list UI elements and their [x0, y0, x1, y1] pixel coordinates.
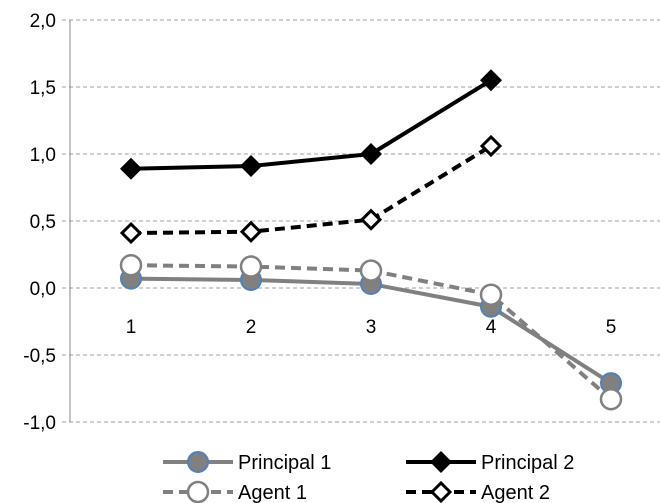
- data-point: [239, 220, 263, 243]
- x-tick-label: 5: [606, 317, 617, 338]
- data-point: [479, 283, 503, 306]
- legend-label: Agent 2: [481, 482, 550, 503]
- series-group: [119, 69, 623, 411]
- legend-label: Agent 1: [238, 482, 307, 503]
- x-tick-label: 2: [246, 317, 257, 338]
- legend: Principal 1 Principal 2 Agent 1 Agent 2: [163, 451, 574, 503]
- data-point: [430, 451, 452, 473]
- legend-item: Agent 1: [163, 480, 307, 503]
- legend-item: Agent 2: [406, 480, 550, 503]
- legend-label: Principal 2: [481, 452, 574, 474]
- series-principal-2: [120, 69, 502, 180]
- y-tick-label: 0,5: [30, 212, 56, 233]
- data-point: [360, 143, 382, 165]
- data-point: [480, 69, 502, 92]
- x-tick-label: 3: [366, 317, 377, 338]
- data-point: [479, 134, 503, 158]
- x-tick-labels: 1 2 3 4 5: [126, 317, 617, 338]
- y-tick-label: 2,0: [30, 11, 56, 32]
- data-point: [599, 387, 623, 411]
- data-point: [240, 155, 262, 178]
- data-point: [359, 208, 383, 231]
- data-point: [429, 480, 453, 503]
- legend-label: Principal 1: [238, 452, 331, 474]
- legend-item: Principal 1: [163, 451, 331, 474]
- series-agent-1: [119, 253, 623, 411]
- data-point: [119, 253, 143, 277]
- y-tick-label: 1,5: [30, 78, 56, 99]
- y-tick-label: -0,5: [23, 346, 56, 367]
- data-point: [119, 221, 143, 245]
- legend-item: Principal 2: [406, 451, 574, 474]
- series-line: [130, 144, 493, 236]
- series-agent-2: [119, 134, 503, 245]
- data-point: [239, 255, 263, 278]
- data-point: [120, 157, 142, 180]
- series-line: [130, 78, 493, 171]
- x-tick-label: 1: [126, 317, 137, 338]
- y-tick-labels: 2,0 1,5 1,0 0,5 0,0 -0,5 -1,0: [23, 11, 56, 434]
- y-tick-label: 1,0: [30, 145, 56, 166]
- data-point: [359, 259, 383, 282]
- data-point: [186, 480, 210, 503]
- y-tick-label: 0,0: [30, 279, 56, 300]
- y-tick-label: -1,0: [23, 413, 56, 434]
- x-tick-label: 4: [486, 317, 497, 338]
- data-point: [187, 451, 209, 473]
